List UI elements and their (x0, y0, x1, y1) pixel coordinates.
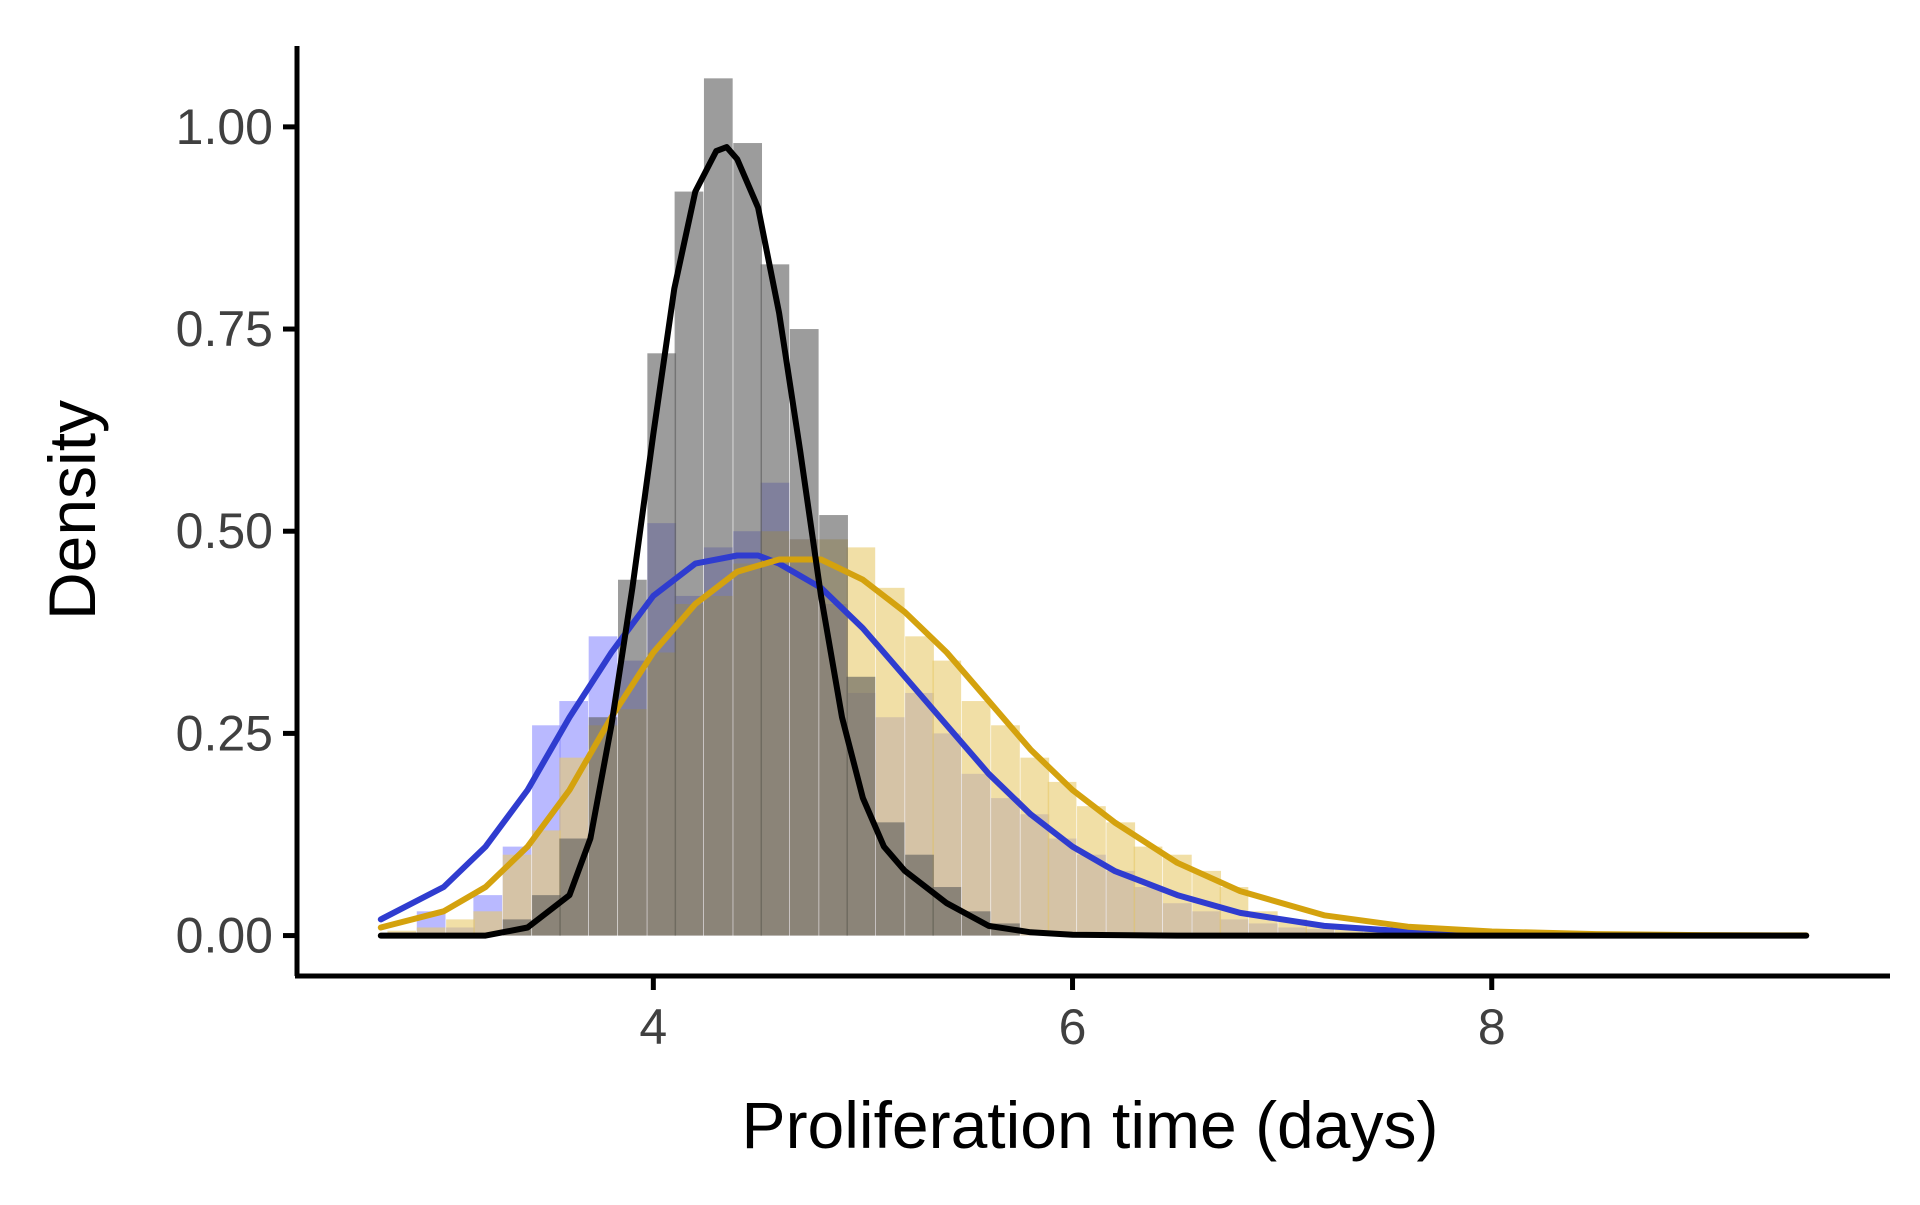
histogram-bar (1047, 781, 1077, 936)
y-tick-label: 0.25 (176, 705, 273, 761)
histogram-bar (961, 701, 991, 936)
histogram-bar (1020, 757, 1050, 936)
histogram-bar (991, 725, 1020, 936)
y-axis-title: Density (35, 400, 109, 620)
histogram-bar (416, 927, 446, 936)
density-curve-line (377, 556, 1810, 939)
y-tick-label: 1.00 (176, 99, 273, 155)
x-tick-label: 4 (639, 999, 667, 1055)
y-tick-label: 0.75 (176, 301, 273, 357)
histogram-bar (846, 676, 876, 936)
histogram-bar (1077, 806, 1106, 936)
x-tick-label: 6 (1059, 999, 1087, 1055)
density-curve-line (377, 144, 1810, 939)
histogram-bar (760, 264, 790, 936)
axes-layer: 0.00 0.25 0.50 0.75 1.00 4 6 8 (176, 46, 1890, 1055)
y-tick-label: 0.50 (176, 503, 273, 559)
histogram-bar (703, 78, 733, 936)
histogram-bars-layer (387, 78, 1423, 936)
x-axis-title: Proliferation time (days) (742, 1088, 1439, 1162)
histogram-series-2 (502, 78, 1020, 936)
histogram-bar (1133, 846, 1163, 936)
histogram-bar (446, 919, 475, 936)
histogram-bar (905, 854, 934, 936)
density-curve-line (377, 552, 1810, 939)
histogram-bar (733, 143, 763, 936)
x-tick-label: 8 (1478, 999, 1506, 1055)
histogram-bar (1334, 927, 1364, 936)
y-tick-label: 0.00 (176, 908, 273, 964)
density-curves-layer (377, 144, 1810, 939)
